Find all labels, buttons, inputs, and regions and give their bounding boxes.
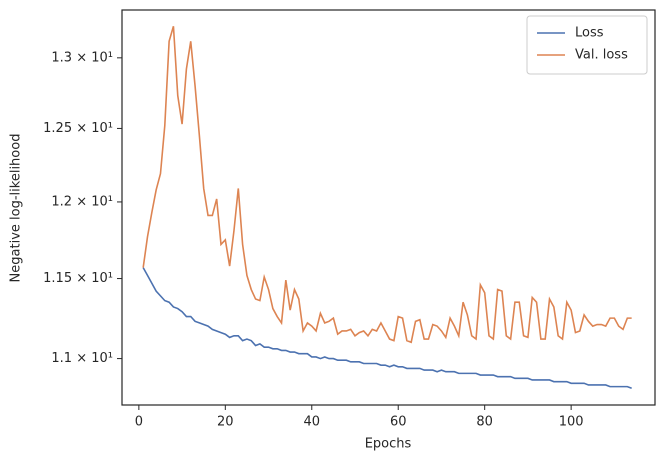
y-tick-label: 1.1 × 10¹	[51, 351, 113, 366]
x-tick-label: 20	[217, 415, 234, 430]
y-tick-label: 1.25 × 10¹	[43, 121, 113, 136]
legend-box	[526, 15, 648, 75]
x-tick-label: 0	[135, 415, 143, 430]
y-tick-label: 1.3 × 10¹	[51, 50, 113, 65]
legend-label: Val. loss	[575, 48, 628, 63]
x-tick-label: 100	[559, 415, 584, 430]
plot-frame	[121, 9, 656, 406]
x-tick-label: 80	[476, 415, 493, 430]
line	[142, 267, 632, 390]
legend-label: Loss	[575, 26, 604, 41]
y-axis-label: Negative log-likelihood	[9, 134, 24, 283]
x-axis-label: Epochs	[365, 437, 412, 452]
y-tick-label: 1.2 × 10¹	[51, 194, 113, 209]
line	[142, 26, 632, 344]
y-tick-label: 1.15 × 10¹	[43, 271, 113, 286]
x-tick-label: 60	[390, 415, 407, 430]
x-tick-label: 40	[303, 415, 320, 430]
